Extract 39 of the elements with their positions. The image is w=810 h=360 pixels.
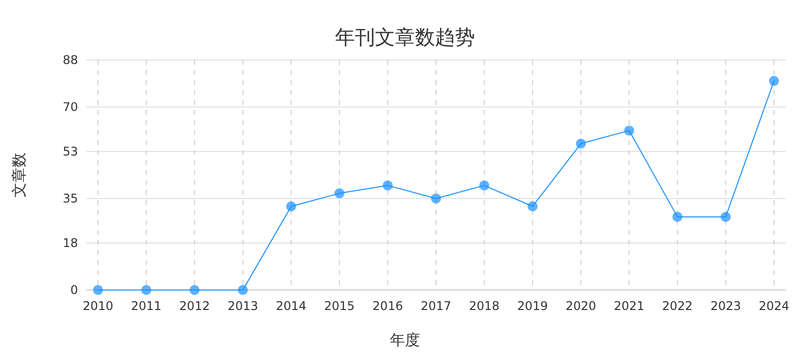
- x-tick-label: 2014: [276, 299, 306, 313]
- point: [238, 285, 248, 295]
- y-tick-label: 70: [62, 100, 78, 114]
- x-tick-label: 2019: [517, 299, 548, 313]
- x-tick-label: 2010: [82, 299, 114, 313]
- point: [141, 285, 152, 295]
- x-tick-label: 2024: [758, 299, 790, 313]
- x-tick-label: 2015: [324, 299, 355, 313]
- x-tick-label: 2022: [662, 299, 693, 313]
- point: [93, 285, 103, 295]
- point: [382, 180, 393, 190]
- y-axis-title: 文章数: [10, 152, 28, 198]
- point: [479, 180, 490, 190]
- point: [528, 201, 538, 212]
- x-tick-label: 2017: [420, 299, 452, 313]
- point: [624, 126, 634, 136]
- y-tick-label: 88: [62, 53, 78, 67]
- x-tick-label: 2020: [566, 299, 596, 313]
- point: [672, 212, 682, 222]
- x-tick-label: 2016: [372, 299, 403, 313]
- x-tick-label: 2021: [614, 299, 644, 313]
- point: [334, 188, 344, 198]
- point: [431, 194, 441, 204]
- point: [576, 138, 586, 149]
- x-tick-label: 2018: [469, 299, 500, 313]
- y-tick-label: 0: [70, 283, 78, 297]
- point: [769, 76, 779, 86]
- chart-title: 年刊文章数趋势: [335, 25, 475, 49]
- x-tick-label: 2011: [131, 299, 162, 313]
- y-tick-label: 18: [62, 236, 78, 250]
- point: [720, 212, 731, 222]
- point: [190, 285, 200, 295]
- x-axis-title: 年度: [390, 331, 420, 349]
- x-tick-label: 2012: [179, 299, 210, 313]
- point: [286, 201, 296, 212]
- x-tick-label: 2013: [228, 299, 258, 313]
- y-tick-label: 53: [62, 144, 78, 158]
- x-tick-label: 2023: [710, 299, 741, 313]
- y-tick-label: 35: [62, 192, 78, 206]
